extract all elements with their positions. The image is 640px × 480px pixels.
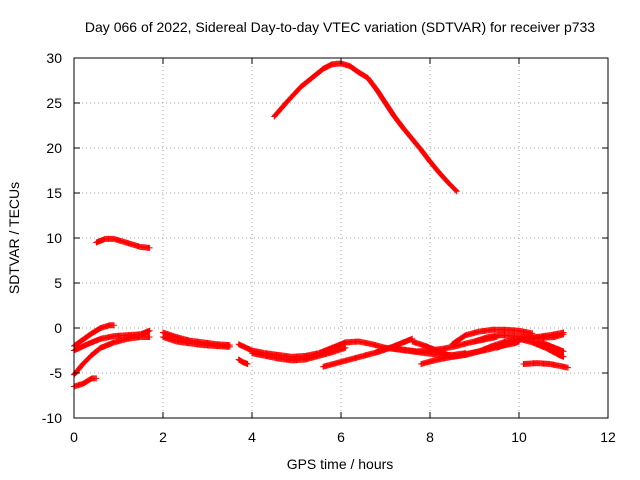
- series-arc9: [235, 356, 251, 367]
- chart-title: Day 066 of 2022, Sidereal Day-to-day VTE…: [85, 19, 595, 35]
- series-arc11: [249, 344, 349, 364]
- x-tick-label: 6: [337, 429, 345, 445]
- y-tick-label: 30: [46, 50, 62, 66]
- data-markers: [249, 344, 349, 364]
- data-layer: [71, 60, 571, 390]
- y-tick-label: -5: [50, 365, 63, 381]
- data-markers: [235, 356, 251, 367]
- x-tick-label: 10: [511, 429, 527, 445]
- data-markers: [93, 235, 153, 251]
- x-tick-label: 2: [159, 429, 167, 445]
- series-arc2: [93, 235, 153, 251]
- y-tick-label: 10: [46, 230, 62, 246]
- data-markers: [160, 334, 233, 350]
- x-tick-labels: 0 2 4 6 8 10 12: [70, 429, 616, 445]
- y-tick-label: 20: [46, 140, 62, 156]
- y-tick-label: 5: [54, 275, 62, 291]
- series-arc20: [520, 360, 571, 371]
- y-tick-label: 15: [46, 185, 62, 201]
- data-markers: [271, 60, 460, 195]
- series-arc16: [449, 326, 536, 348]
- x-tick-label: 12: [600, 429, 616, 445]
- series-arc19: [516, 335, 567, 360]
- x-tick-label: 4: [248, 429, 256, 445]
- data-markers: [516, 335, 567, 360]
- x-tick-label: 8: [426, 429, 434, 445]
- data-markers: [449, 326, 536, 348]
- axis-ticks: [73, 57, 609, 419]
- y-tick-label: 25: [46, 95, 62, 111]
- x-tick-label: 0: [70, 429, 78, 445]
- series-arc21: [533, 338, 567, 355]
- x-axis-label: GPS time / hours: [287, 456, 394, 472]
- series-arc6: [71, 375, 100, 390]
- y-tick-label: 0: [54, 320, 62, 336]
- y-tick-label: -10: [42, 410, 62, 426]
- y-axis-label: SDTVAR / TECUs: [6, 182, 22, 294]
- data-markers: [71, 375, 100, 390]
- series-arc8: [160, 334, 233, 350]
- data-markers: [533, 338, 567, 355]
- y-tick-labels: -10 -5 0 5 10 15 20 25 30: [42, 50, 62, 426]
- data-markers: [520, 360, 571, 371]
- series-arc1: [271, 60, 460, 195]
